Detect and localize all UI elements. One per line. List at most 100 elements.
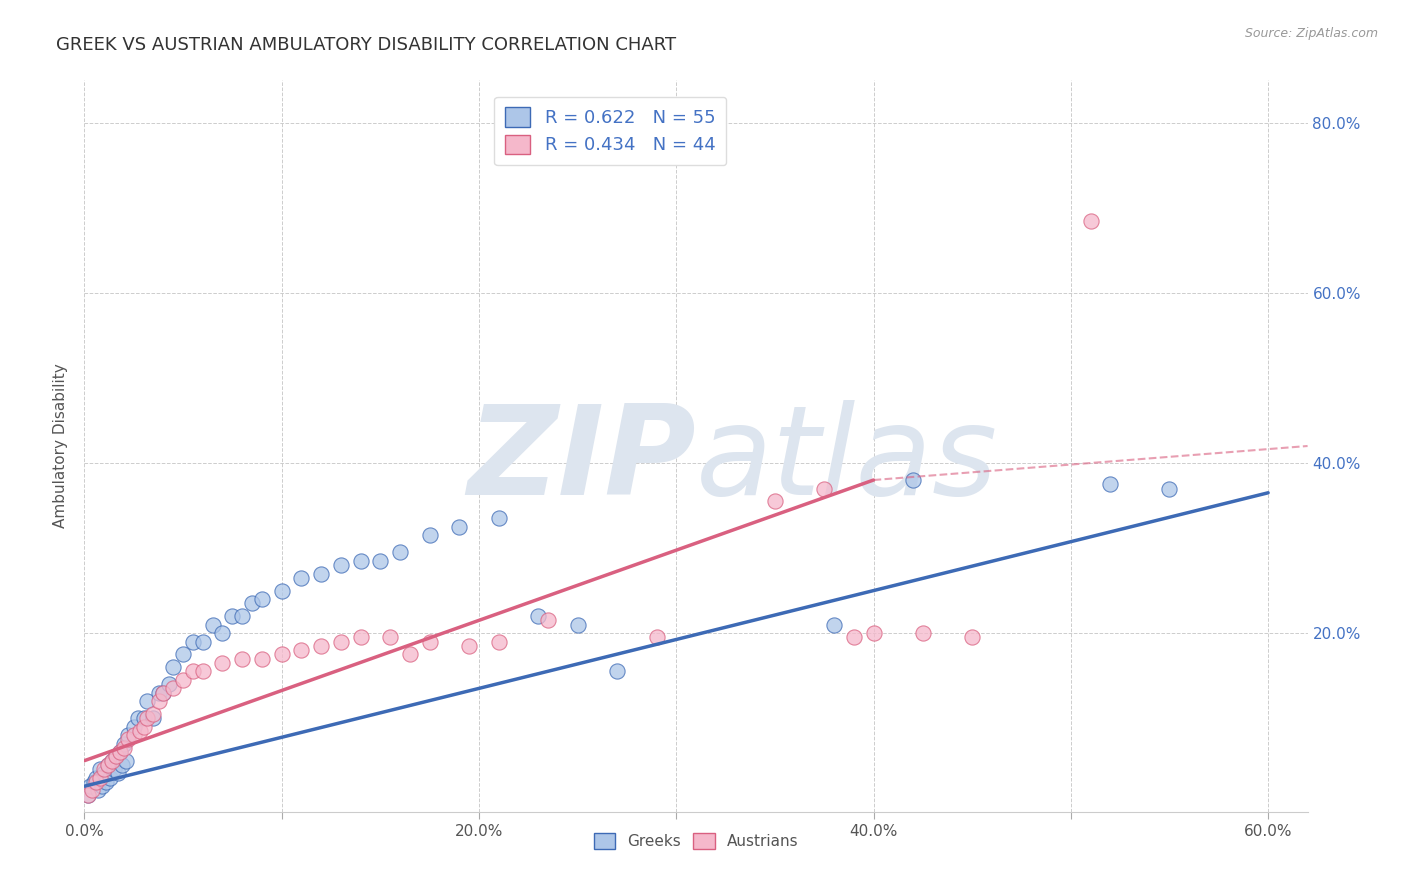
Point bbox=[132, 711, 155, 725]
Point bbox=[93, 762, 115, 776]
Point bbox=[1099, 477, 1122, 491]
Point bbox=[117, 728, 139, 742]
Point bbox=[103, 762, 125, 776]
Point bbox=[250, 651, 273, 665]
Point bbox=[368, 554, 391, 568]
Point bbox=[181, 665, 204, 679]
Point bbox=[142, 706, 165, 721]
Point bbox=[83, 775, 105, 789]
Point bbox=[97, 758, 120, 772]
Point bbox=[309, 566, 332, 581]
Point bbox=[221, 609, 243, 624]
Point bbox=[270, 583, 292, 598]
Point bbox=[329, 634, 352, 648]
Point bbox=[191, 665, 214, 679]
Point bbox=[270, 648, 292, 662]
Point bbox=[309, 639, 332, 653]
Text: GREEK VS AUSTRIAN AMBULATORY DISABILITY CORRELATION CHART: GREEK VS AUSTRIAN AMBULATORY DISABILITY … bbox=[56, 36, 676, 54]
Point bbox=[136, 711, 159, 725]
Point bbox=[419, 634, 441, 648]
Point bbox=[152, 686, 174, 700]
Point bbox=[112, 737, 135, 751]
Point bbox=[349, 554, 371, 568]
Point bbox=[94, 775, 117, 789]
Point bbox=[148, 686, 170, 700]
Point bbox=[1080, 213, 1102, 227]
Point bbox=[911, 626, 934, 640]
Point bbox=[82, 783, 104, 797]
Point bbox=[527, 609, 550, 624]
Point bbox=[152, 686, 174, 700]
Point bbox=[101, 754, 124, 768]
Point bbox=[148, 694, 170, 708]
Point bbox=[84, 771, 107, 785]
Point bbox=[114, 754, 136, 768]
Point bbox=[181, 634, 204, 648]
Point bbox=[142, 711, 165, 725]
Point bbox=[87, 783, 110, 797]
Point bbox=[107, 766, 129, 780]
Point bbox=[823, 617, 845, 632]
Point bbox=[128, 723, 150, 738]
Point bbox=[231, 651, 253, 665]
Point bbox=[104, 749, 127, 764]
Point bbox=[1159, 482, 1181, 496]
Point bbox=[157, 677, 180, 691]
Point bbox=[389, 545, 412, 559]
Point bbox=[567, 617, 589, 632]
Text: Source: ZipAtlas.com: Source: ZipAtlas.com bbox=[1244, 27, 1378, 40]
Point bbox=[960, 631, 983, 645]
Point bbox=[172, 648, 194, 662]
Point bbox=[201, 617, 224, 632]
Point bbox=[91, 779, 114, 793]
Point bbox=[231, 609, 253, 624]
Point bbox=[84, 775, 107, 789]
Point bbox=[172, 673, 194, 687]
Point bbox=[458, 639, 481, 653]
Point bbox=[162, 660, 184, 674]
Point bbox=[77, 788, 100, 802]
Point bbox=[98, 771, 121, 785]
Text: atlas: atlas bbox=[696, 401, 998, 521]
Point bbox=[117, 732, 139, 747]
Legend: Greeks, Austrians: Greeks, Austrians bbox=[588, 826, 804, 855]
Point bbox=[136, 694, 159, 708]
Point bbox=[79, 779, 101, 793]
Text: ZIP: ZIP bbox=[467, 401, 696, 521]
Point bbox=[537, 613, 560, 627]
Point bbox=[101, 754, 124, 768]
Point bbox=[111, 758, 134, 772]
Point bbox=[349, 631, 371, 645]
Point bbox=[89, 762, 111, 776]
Point bbox=[191, 634, 214, 648]
Point bbox=[108, 745, 131, 759]
Point bbox=[842, 631, 865, 645]
Point bbox=[112, 740, 135, 755]
Point bbox=[89, 771, 111, 785]
Point bbox=[329, 558, 352, 572]
Point bbox=[399, 648, 422, 662]
Y-axis label: Ambulatory Disability: Ambulatory Disability bbox=[53, 364, 69, 528]
Point bbox=[122, 720, 145, 734]
Point bbox=[240, 596, 263, 610]
Point bbox=[290, 571, 312, 585]
Point bbox=[606, 665, 628, 679]
Point bbox=[290, 643, 312, 657]
Point bbox=[862, 626, 884, 640]
Point bbox=[901, 473, 924, 487]
Point bbox=[645, 631, 668, 645]
Point bbox=[419, 528, 441, 542]
Point bbox=[449, 520, 471, 534]
Point bbox=[488, 634, 510, 648]
Point bbox=[813, 482, 835, 496]
Point bbox=[763, 494, 786, 508]
Point bbox=[122, 728, 145, 742]
Point bbox=[108, 745, 131, 759]
Point bbox=[77, 788, 100, 802]
Point bbox=[97, 758, 120, 772]
Point bbox=[488, 511, 510, 525]
Point bbox=[132, 720, 155, 734]
Point bbox=[380, 631, 402, 645]
Point bbox=[104, 749, 127, 764]
Point bbox=[211, 656, 233, 670]
